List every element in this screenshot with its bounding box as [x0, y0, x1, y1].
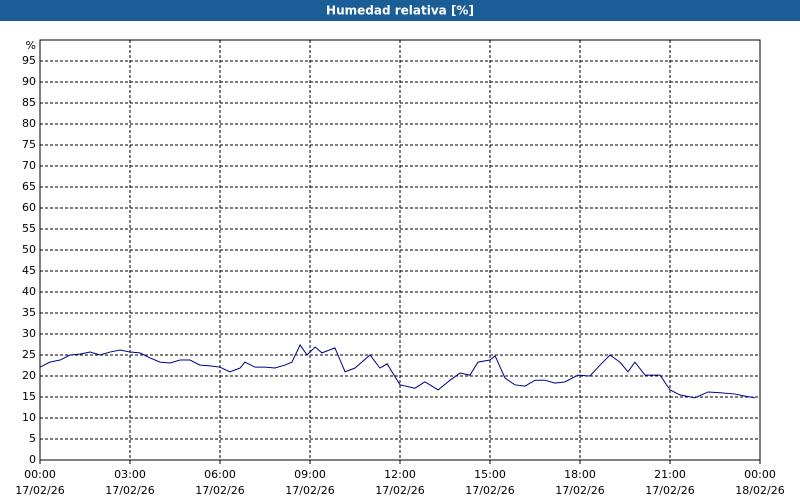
x-tick-date: 17/02/26: [465, 484, 514, 497]
x-tick-label: 00:00: [744, 468, 776, 481]
y-tick-label: 35: [22, 306, 36, 319]
x-tick-label: 15:00: [474, 468, 506, 481]
chart-title: Humedad relativa [%]: [326, 4, 474, 18]
x-tick-label: 09:00: [294, 468, 326, 481]
x-tick-label: 21:00: [654, 468, 686, 481]
x-tick-date: 17/02/26: [375, 484, 424, 497]
x-tick-label: 00:00: [24, 468, 56, 481]
y-tick-label: 5: [29, 432, 36, 445]
x-tick-date: 17/02/26: [645, 484, 694, 497]
data-line: [39, 343, 755, 399]
x-tick-date: 17/02/26: [555, 484, 604, 497]
y-tick-label: 15: [22, 390, 36, 403]
x-tick-label: 06:00: [204, 468, 236, 481]
y-tick-label: 0: [29, 453, 36, 466]
x-tick-date: 17/02/26: [285, 484, 334, 497]
y-tick-label: 85: [22, 96, 36, 109]
x-tick-date: 18/02/26: [735, 484, 784, 497]
y-tick-label: 40: [22, 285, 36, 298]
y-tick-label: 70: [22, 159, 36, 172]
y-tick-label: 10: [22, 411, 36, 424]
y-tick-label: 50: [22, 243, 36, 256]
y-tick-label: 75: [22, 138, 36, 151]
x-tick-label: 12:00: [384, 468, 416, 481]
y-unit: %: [26, 39, 36, 52]
x-tick-date: 17/02/26: [195, 484, 244, 497]
y-tick-label: 45: [22, 264, 36, 277]
y-tick-label: 90: [22, 75, 36, 88]
x-tick-date: 17/02/26: [15, 484, 64, 497]
y-tick-label: 65: [22, 180, 36, 193]
y-tick-label: 60: [22, 201, 36, 214]
y-tick-label: 95: [22, 54, 36, 67]
y-tick-label: 30: [22, 327, 36, 340]
x-tick-label: 03:00: [114, 468, 146, 481]
x-tick-label: 18:00: [564, 468, 596, 481]
x-tick-date: 17/02/26: [105, 484, 154, 497]
y-tick-label: 25: [22, 348, 36, 361]
y-tick-label: 80: [22, 117, 36, 130]
title-bar: [0, 0, 800, 21]
y-tick-label: 20: [22, 369, 36, 382]
y-tick-label: 55: [22, 222, 36, 235]
